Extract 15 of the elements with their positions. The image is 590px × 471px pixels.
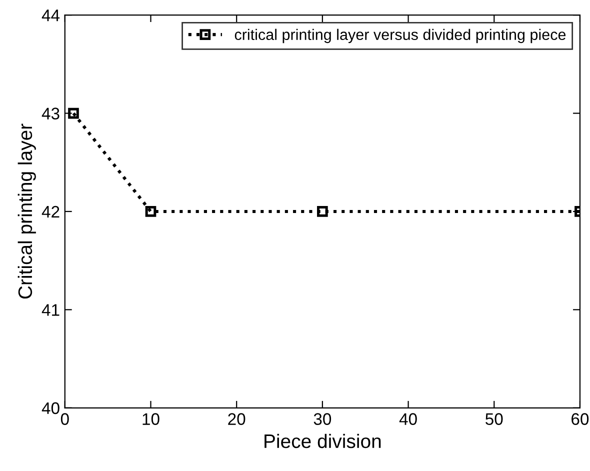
y-tick-label: 42 [42, 206, 60, 218]
y-tick-label: 41 [42, 304, 60, 316]
x-tick-label: 40 [399, 413, 417, 425]
y-tick-label: 40 [42, 402, 60, 414]
y-axis-title: Critical printing layer [18, 124, 36, 299]
x-tick-label: 0 [60, 413, 69, 425]
x-axis-title: Piece division [264, 434, 381, 448]
legend-label: critical printing layer versus divided printing piece [234, 28, 566, 44]
x-tick-label: 60 [572, 413, 589, 425]
x-tick-label: 50 [486, 413, 503, 425]
x-tick-label: 30 [314, 413, 332, 425]
x-tick-label: 20 [228, 413, 246, 425]
y-tick-label: 43 [42, 108, 60, 120]
y-tick-label: 44 [42, 10, 60, 22]
x-tick-label: 10 [142, 413, 160, 425]
